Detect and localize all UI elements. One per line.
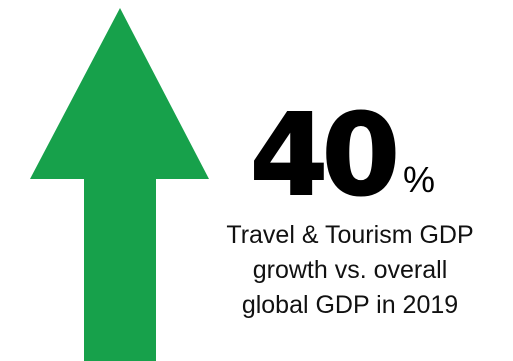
stat-unit: % bbox=[403, 159, 436, 200]
caption-line-2: growth vs. overall bbox=[252, 256, 448, 284]
stat-caption: Travel & Tourism GDP growth vs. overall … bbox=[210, 218, 490, 323]
caption-line-3: global GDP in 2019 bbox=[241, 291, 459, 319]
arrow-shape bbox=[30, 8, 209, 361]
caption-line-1: Travel & Tourism GDP bbox=[226, 221, 474, 249]
stat-value: 40 bbox=[249, 91, 401, 221]
stat-block: 40 % bbox=[249, 91, 450, 221]
